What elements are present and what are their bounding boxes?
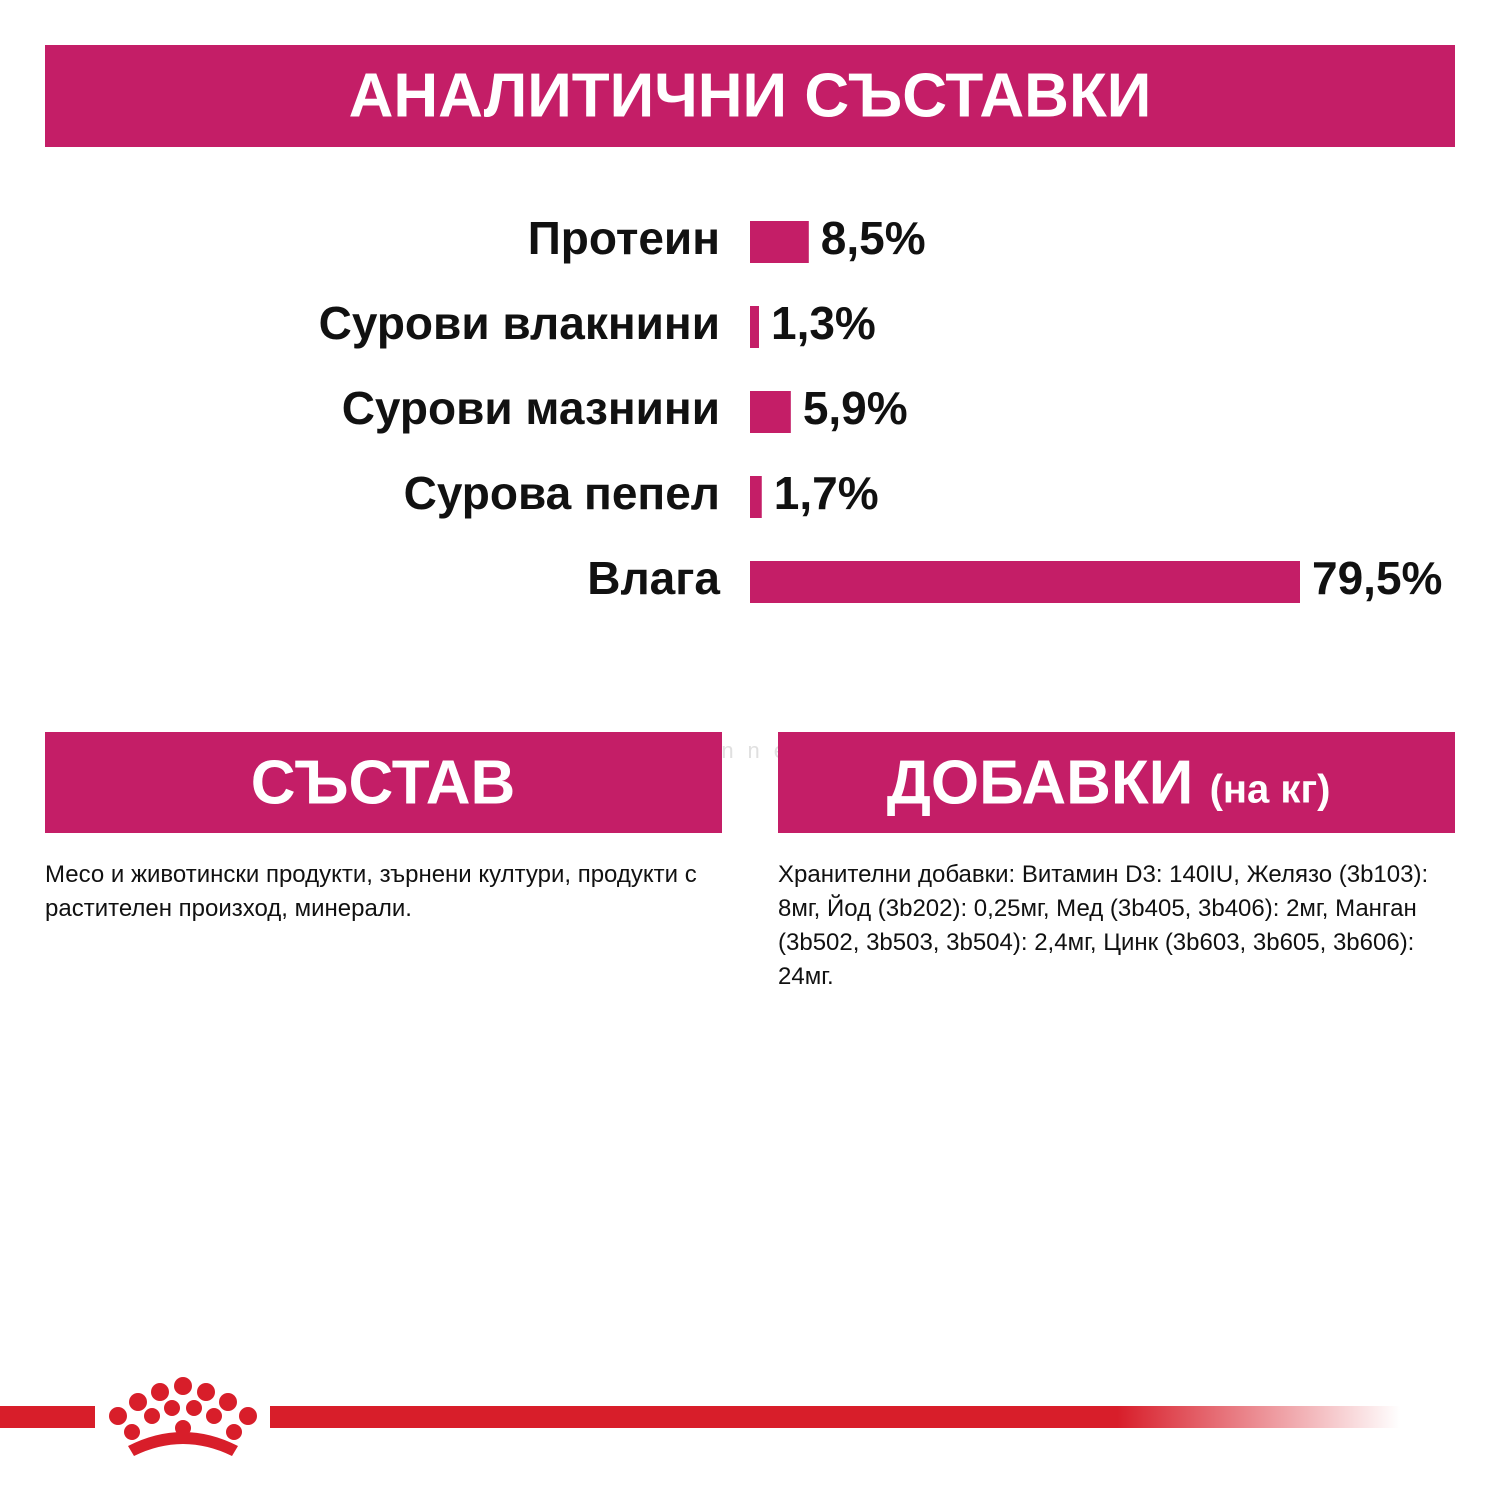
crown xyxy=(109,1377,257,1456)
value-label: 1,7% xyxy=(774,467,879,519)
title-banner xyxy=(45,45,1455,147)
category-label: Влага xyxy=(587,552,720,604)
chart-title: АНАЛИТИЧНИ СЪСТАВКИ xyxy=(349,61,1152,130)
category-label: Протеин xyxy=(528,212,720,264)
bar xyxy=(750,221,809,263)
value-label: 5,9% xyxy=(803,382,908,434)
footer-logo xyxy=(0,1377,1400,1456)
category-label: Сурови влакнини xyxy=(319,297,720,349)
bar xyxy=(750,561,1300,603)
composition-title: СЪСТАВ xyxy=(251,748,516,817)
bar xyxy=(750,306,759,348)
value-label: 1,3% xyxy=(771,297,876,349)
category-label: Сурова пепел xyxy=(404,467,720,519)
additives-text: Хранителни добавки: Витамин D3: 140IU, Ж… xyxy=(778,861,1429,990)
composition-banner xyxy=(45,732,722,833)
footer-line xyxy=(0,1406,95,1428)
additives-unit: (на кг) xyxy=(1210,768,1331,812)
bar xyxy=(750,391,791,433)
bar xyxy=(750,476,762,518)
value-label: 79,5% xyxy=(1312,552,1442,604)
value-label: 8,5% xyxy=(821,212,926,264)
composition-text: Месо и животински продукти, зърнени култ… xyxy=(45,861,697,922)
additives-banner xyxy=(778,732,1455,833)
additives-title: ДОБАВКИ xyxy=(887,748,1194,817)
category-label: Сурови мазнини xyxy=(342,382,720,434)
footer-line xyxy=(270,1406,1400,1428)
